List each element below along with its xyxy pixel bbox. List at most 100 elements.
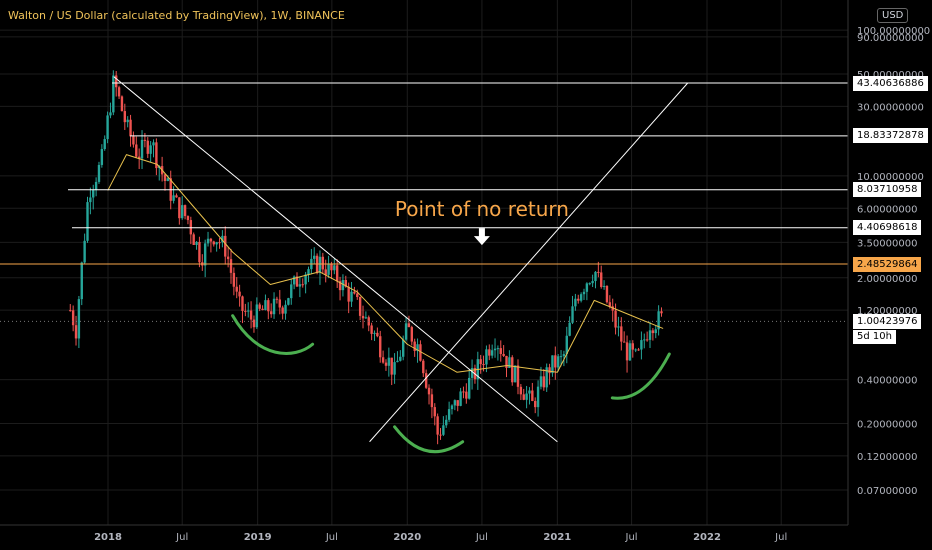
x-tick-label-2: 2019	[244, 532, 272, 543]
x-tick-label-0: 2018	[94, 532, 122, 543]
candle-body-150	[499, 348, 502, 354]
candle-body-127	[433, 407, 436, 417]
last-price-tag: 1.00423976	[853, 313, 922, 329]
time-axis[interactable]: 2018 Jul 2019 Jul 2020 Jul 2021 Jul 2022 Jul	[94, 532, 787, 543]
level-price-tag-4: 2.48529864	[853, 256, 922, 272]
candle-body-2	[74, 325, 78, 339]
candle-body-11	[100, 149, 104, 165]
candlestick-series	[69, 70, 663, 445]
candle-body-193	[622, 341, 626, 343]
candle-body-122	[419, 344, 422, 361]
currency-button[interactable]: USD	[877, 8, 909, 23]
candle-body-94	[338, 281, 342, 291]
candle-body-28	[149, 145, 152, 154]
candle-body-136	[459, 391, 462, 406]
candle-body-140	[470, 367, 474, 378]
candle-body-164	[539, 376, 543, 387]
candle-body-103	[364, 317, 368, 319]
candle-body-135	[456, 400, 459, 406]
candle-body-68	[264, 300, 267, 311]
candle-body-29	[152, 142, 155, 146]
candle-body-72	[275, 298, 279, 300]
y-tick-label-5: 6.00000000	[857, 204, 917, 215]
candle-body-90	[327, 263, 330, 275]
candle-body-116	[401, 339, 405, 357]
candle-body-64	[252, 319, 256, 328]
candle-body-69	[267, 300, 270, 312]
candle-body-162	[534, 400, 537, 408]
candle-body-201	[645, 339, 649, 341]
candle-body-87	[318, 256, 322, 273]
candle-body-166	[545, 367, 548, 388]
candle-body-195	[628, 343, 632, 361]
candle-body-143	[479, 359, 482, 365]
candle-body-139	[468, 377, 471, 399]
candle-body-128	[436, 416, 439, 435]
candle-body-18	[120, 96, 124, 112]
candle-body-5	[83, 240, 86, 263]
chart-grid	[0, 0, 848, 525]
candle-body-24	[137, 156, 141, 159]
candle-body-56	[229, 259, 233, 273]
candle-body-89	[324, 269, 327, 275]
level-price-tag-0: 43.40636886	[853, 75, 928, 91]
candle-body-73	[278, 299, 281, 308]
candle-body-113	[393, 362, 396, 375]
candle-body-48	[206, 238, 210, 244]
candle-body-15	[112, 75, 115, 113]
annotations[interactable]: Point of no return	[395, 197, 569, 246]
bar-countdown: 5d 10h	[853, 330, 896, 344]
y-tick-label-1: 90.00000000	[857, 33, 924, 44]
candle-body-184	[597, 271, 600, 273]
candle-body-169	[554, 355, 557, 368]
candle-body-8	[92, 189, 95, 198]
candle-body-106	[373, 332, 376, 334]
support-curves[interactable]	[231, 314, 671, 454]
candle-body-186	[602, 285, 606, 287]
annotation-text: Point of no return	[395, 197, 569, 221]
candle-body-190	[614, 310, 617, 328]
candle-body-134	[453, 400, 457, 406]
candle-body-126	[430, 394, 434, 408]
candle-body-181	[588, 283, 591, 285]
candle-body-52	[218, 242, 221, 244]
candle-body-109	[381, 357, 385, 363]
candle-body-174	[568, 322, 571, 336]
candle-body-204	[654, 329, 657, 334]
candle-body-19	[123, 111, 127, 123]
candle-body-26	[143, 139, 147, 141]
trend-lines[interactable]	[113, 76, 689, 443]
candle-body-76	[287, 298, 290, 305]
candle-body-16	[114, 75, 118, 88]
candle-body-21	[129, 119, 132, 137]
y-tick-label-0: 100.00000000	[857, 26, 930, 37]
candle-body-82	[304, 274, 307, 285]
candle-body-131	[445, 419, 448, 426]
candle-body-75	[284, 304, 287, 314]
candle-body-63	[249, 310, 253, 320]
down-arrow-icon	[473, 228, 490, 246]
candle-body-112	[390, 357, 393, 375]
candle-body-20	[126, 119, 129, 123]
horizontal-levels[interactable]	[0, 82, 848, 322]
x-tick-label-8: 2022	[693, 532, 721, 543]
candle-body-80	[298, 284, 302, 287]
candle-body-197	[634, 349, 637, 351]
support-curve-1	[393, 425, 465, 454]
candle-body-118	[407, 323, 411, 328]
candle-body-70	[269, 311, 273, 315]
candle-body-67	[261, 308, 264, 311]
candle-body-130	[442, 425, 445, 435]
candle-body-203	[651, 330, 655, 334]
candle-body-133	[450, 405, 454, 410]
candle-body-159	[525, 393, 528, 400]
candle-body-117	[404, 323, 408, 340]
candle-body-54	[224, 235, 227, 257]
moving-average-line	[107, 154, 664, 373]
candle-body-137	[462, 391, 465, 393]
candle-body-177	[577, 298, 580, 301]
candle-body-147	[490, 350, 494, 356]
y-tick-label-7: 2.00000000	[857, 274, 917, 285]
candle-body-146	[488, 349, 491, 356]
